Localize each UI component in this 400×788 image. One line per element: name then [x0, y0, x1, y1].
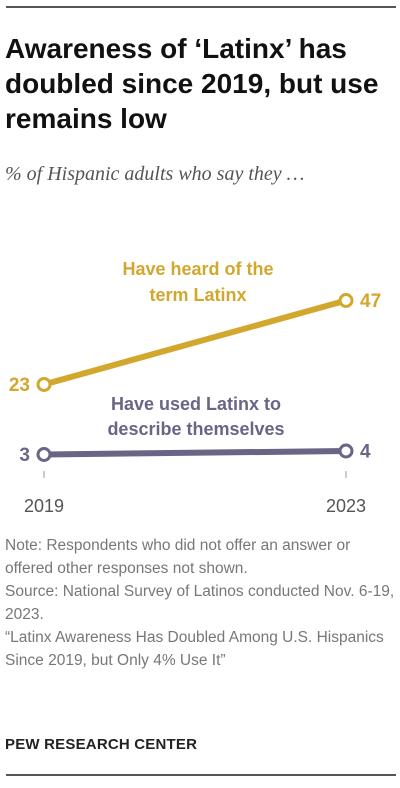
x-tick-label: 2023 — [326, 496, 366, 516]
data-label: 3 — [19, 445, 30, 466]
data-label: 23 — [9, 375, 30, 396]
data-point — [36, 377, 52, 392]
chart-title: Awareness of ‘Latinx’ has doubled since … — [5, 33, 379, 134]
data-point — [36, 447, 52, 462]
series-name-label: describe themselves — [107, 419, 284, 439]
series-name-label: Have heard of the — [122, 259, 273, 279]
source-text: Source: National Survey of Latinos condu… — [5, 583, 395, 623]
bottom-rule — [6, 774, 396, 776]
chart-notes: Note: Respondents who did not offer an a… — [5, 534, 397, 672]
data-point — [338, 443, 354, 459]
series-line — [41, 297, 349, 388]
data-point — [338, 293, 354, 308]
series-name-label: Have used Latinx to — [111, 394, 281, 414]
top-rule — [6, 6, 396, 8]
data-label: 47 — [360, 291, 381, 312]
report-title-text: “Latinx Awareness Has Doubled Among U.S.… — [5, 629, 384, 669]
data-label: 4 — [360, 442, 371, 463]
pew-credit: PEW RESEARCH CENTER — [5, 736, 198, 753]
series-line — [41, 448, 349, 458]
series-name-label: term Latinx — [149, 285, 246, 305]
line-chart: 2019 2023 23 47 3 4 Have heard of the term Lati… — [9, 259, 381, 516]
chart-subtitle: % of Hispanic adults who say they … — [5, 163, 305, 185]
note-text: Note: Respondents who did not offer an a… — [5, 537, 351, 577]
x-tick-label: 2019 — [24, 496, 64, 516]
